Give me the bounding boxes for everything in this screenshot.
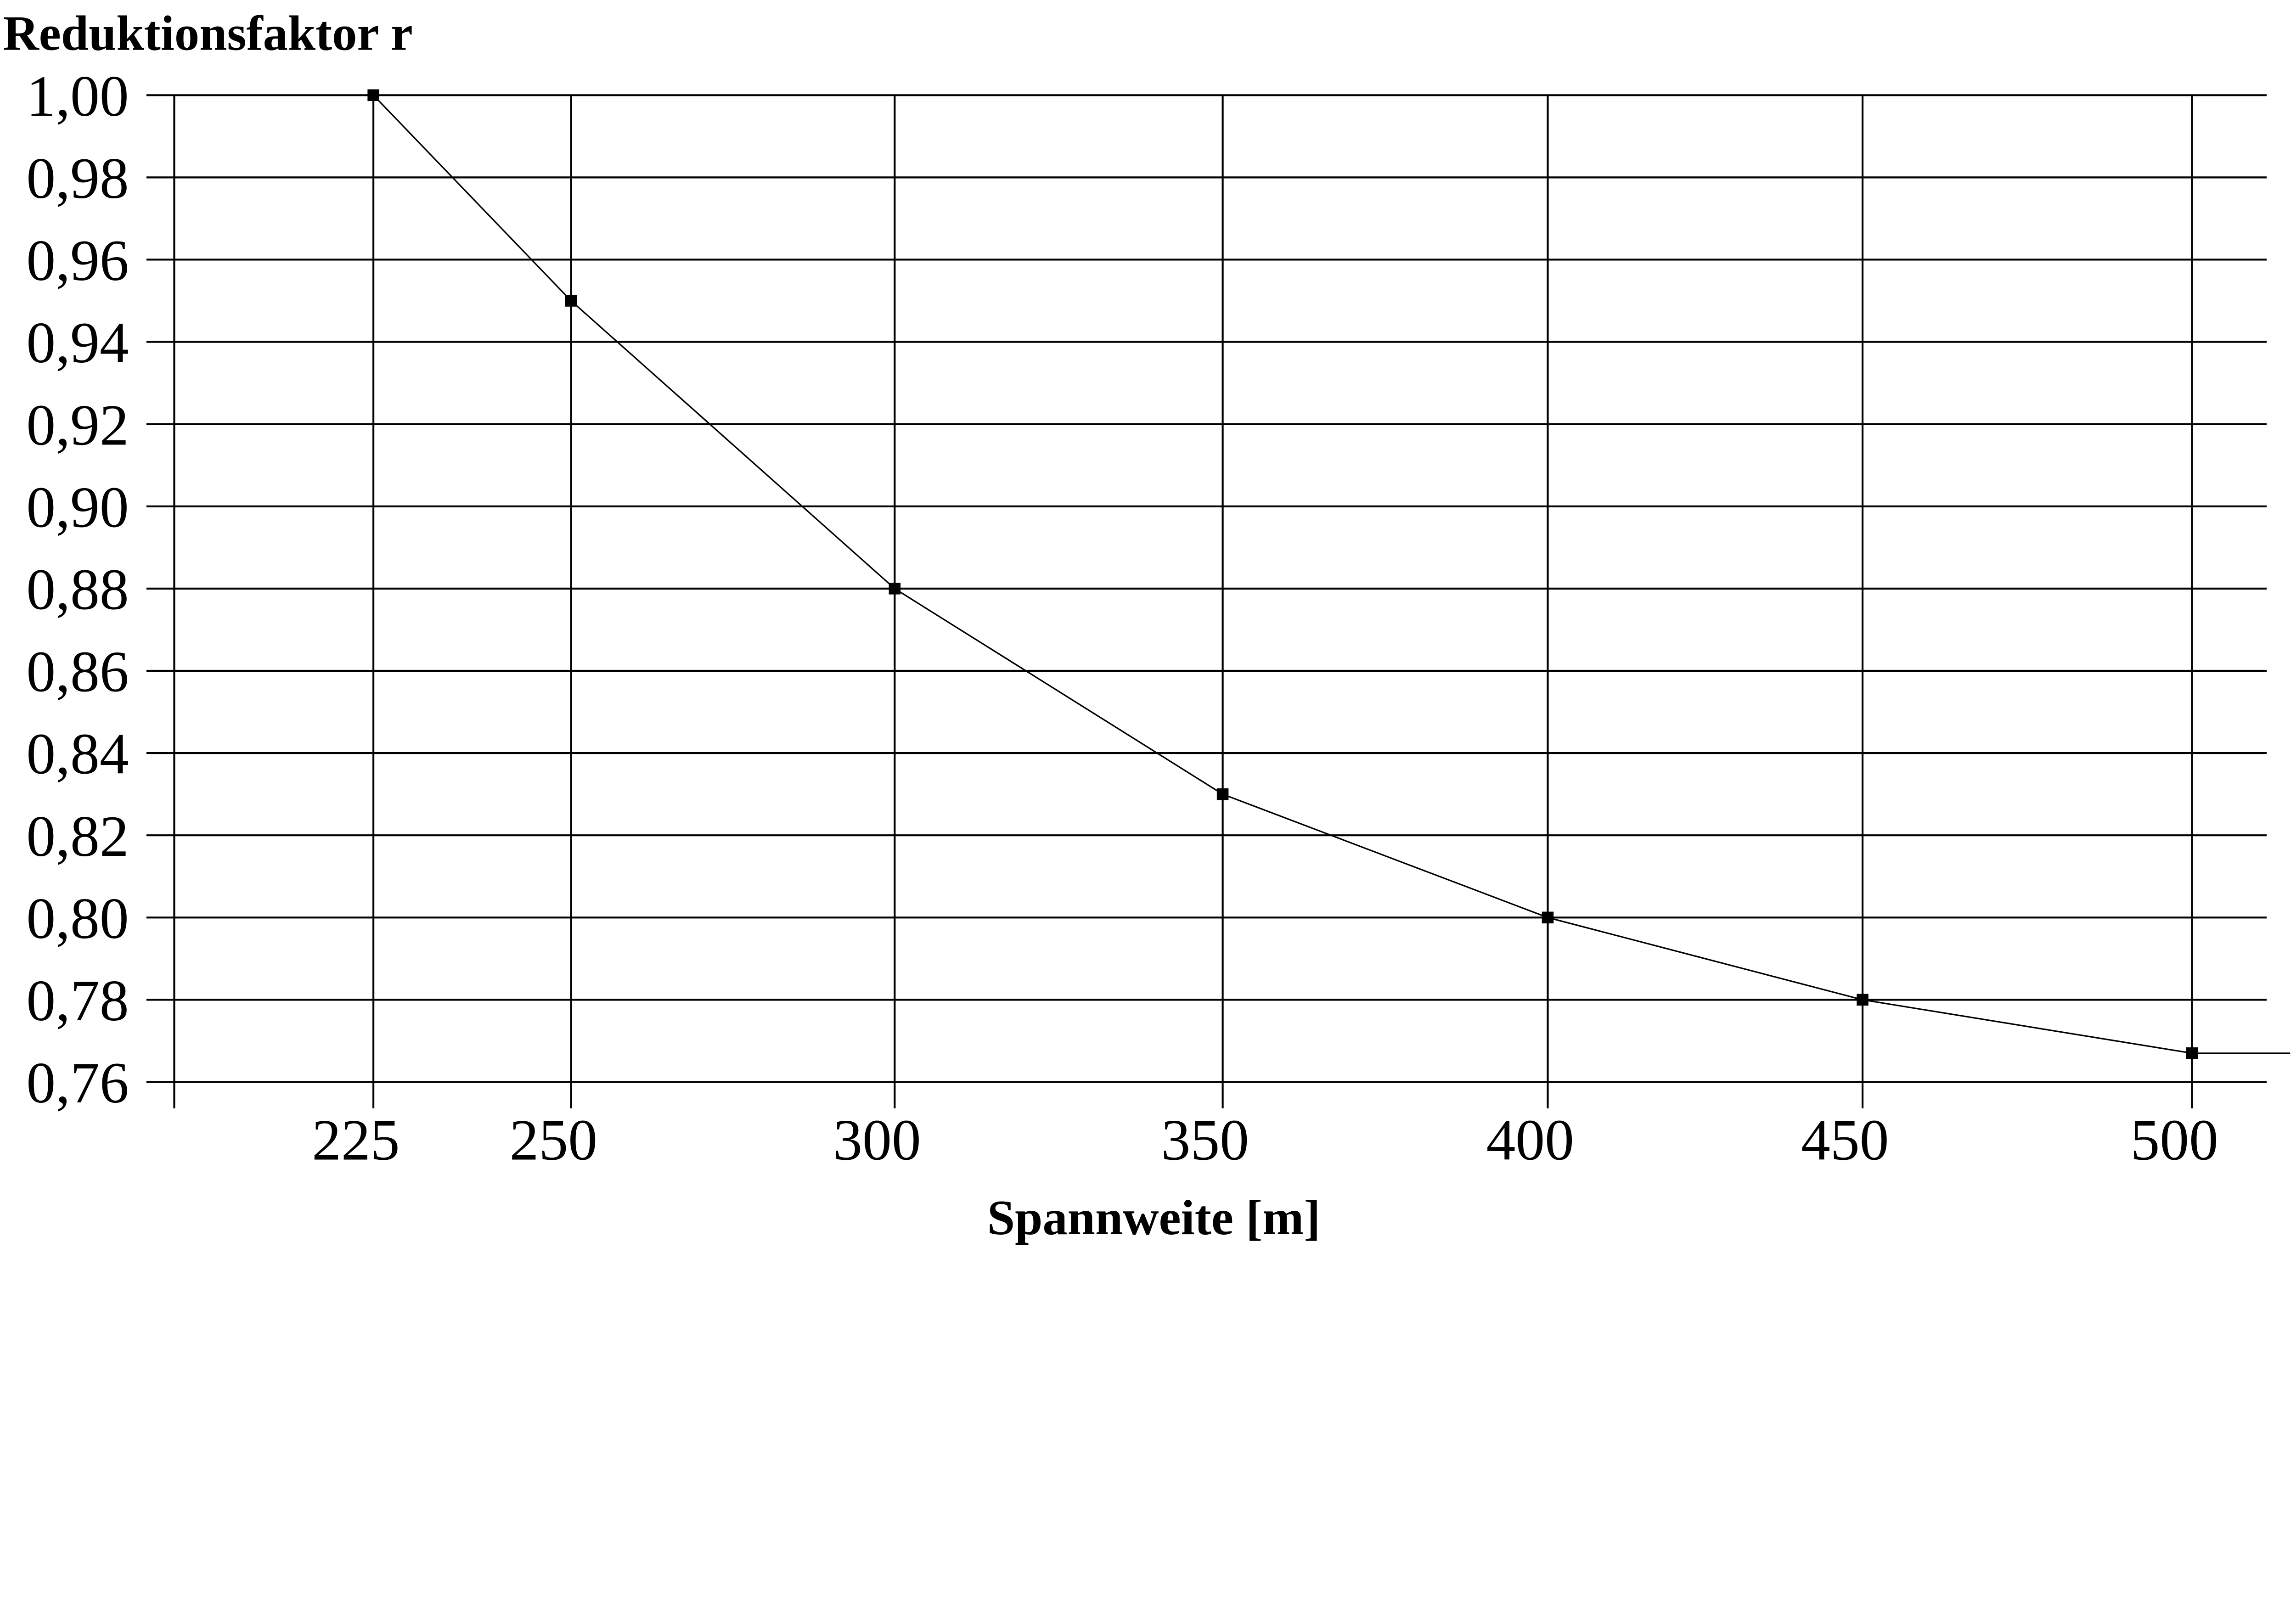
y-tick-label: 0,92 [26,392,129,457]
y-axis: 1,00 0,98 0,96 0,94 0,92 0,90 0,88 0,86 0,84 0,82… [26,63,129,1115]
y-tick-label: 1,00 [26,63,129,129]
x-tick-label: 400 [1486,1107,1574,1173]
y-tick-label: 0,78 [26,968,129,1033]
x-axis-label: Spannweite [m] [987,1190,1321,1245]
x-tick-label: 500 [2131,1107,2218,1173]
series-line [372,95,2290,1054]
y-tick-label: 0,94 [26,310,129,375]
y-tick-label: 0,90 [26,474,129,540]
data-point [2186,1047,2198,1059]
chart-title: Reduktionsfaktor r [3,6,412,61]
y-tick-label: 0,80 [26,886,129,951]
y-tick-label: 0,82 [26,804,129,869]
x-tick-label: 250 [510,1107,597,1173]
x-axis: 225 250 300 350 400 450 500 [312,1107,2218,1173]
y-tick-label: 0,98 [26,146,129,211]
data-point [889,583,901,595]
data-point [1542,911,1554,924]
data-point [565,295,577,307]
data-point [367,89,379,101]
grid [146,94,2267,1108]
y-tick-label: 0,96 [26,228,129,293]
data-point [1857,994,1868,1006]
y-tick-label: 0,84 [26,721,129,787]
x-tick-label: 450 [1801,1107,1889,1173]
chart: Reduktionsfaktor r 1,00 0,98 0,96 0,94 0,92 0… [3,6,2290,1245]
x-tick-label: 300 [833,1107,921,1173]
y-tick-label: 0,86 [26,639,129,704]
data-point [1216,788,1229,800]
x-tick-label: 350 [1161,1107,1249,1173]
y-tick-label: 0,88 [26,557,129,622]
y-tick-label: 0,76 [26,1050,129,1115]
x-tick-label: 225 [312,1107,400,1173]
series [367,89,2290,1059]
